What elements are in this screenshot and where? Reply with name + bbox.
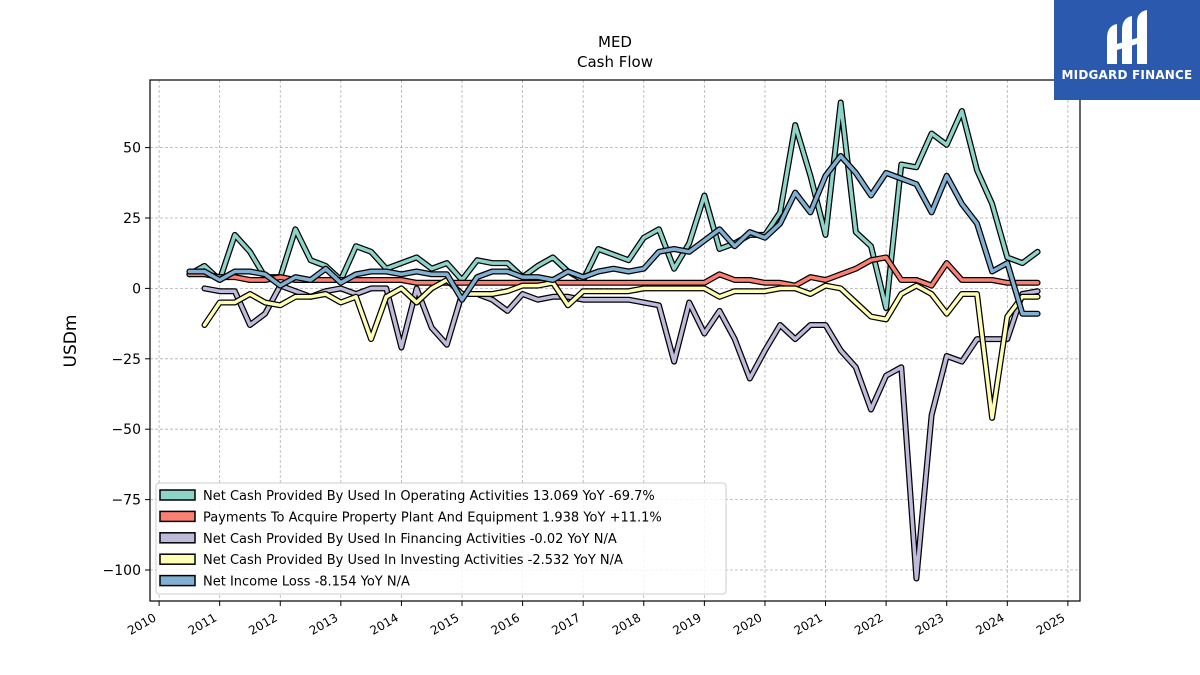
y-tick-label: −50	[111, 422, 141, 438]
series-lines	[186, 99, 1041, 582]
y-tick-label: 25	[123, 211, 141, 227]
legend-swatch	[159, 574, 196, 587]
brand-logo-icon	[1107, 10, 1147, 64]
y-tick-label: 50	[123, 141, 141, 157]
legend-swatch	[159, 532, 196, 544]
x-tick-label: 2019	[670, 610, 703, 637]
y-tick-label: −25	[111, 352, 141, 368]
legend-entry: Net Cash Provided By Used In Operating A…	[203, 489, 655, 504]
x-tick-label: 2023	[913, 610, 946, 637]
x-tick-label: 2021	[792, 610, 825, 637]
y-axis-ticks: 50 25 0 −25 −50 −75 −100	[103, 141, 150, 579]
series-line-1	[187, 255, 1040, 288]
plot-frame	[149, 79, 1081, 602]
legend-box	[155, 482, 727, 595]
y-axis-label: USDm	[61, 315, 81, 368]
chart-subtitle: Cash Flow	[577, 53, 653, 71]
series-line-3	[202, 278, 1040, 420]
x-tick-label: 2015	[428, 610, 461, 637]
legend: Net Cash Provided By Used In Operating A…	[155, 482, 727, 595]
series-line-4	[187, 154, 1040, 316]
x-tick-label: 2018	[610, 610, 643, 637]
y-tick-label: −75	[111, 493, 141, 509]
x-axis-ticks: 2010 2011 2012 2013 2014 2015 2016 2017 2018 2019…	[125, 601, 1069, 638]
chart-title: MED	[598, 33, 632, 51]
x-tick-label: 2016	[489, 610, 522, 637]
x-tick-label: 2013	[307, 610, 340, 637]
x-tick-label: 2024	[973, 610, 1006, 637]
series-line-2	[202, 283, 1040, 581]
x-tick-label: 2014	[367, 610, 400, 637]
x-tick-label: 2012	[246, 610, 279, 637]
x-tick-label: 2020	[731, 610, 764, 637]
y-tick-label: −100	[103, 563, 141, 579]
legend-entry: Net Cash Provided By Used In Investing A…	[203, 553, 623, 568]
legend-swatch	[159, 510, 196, 523]
legend-entry: Payments To Acquire Property Plant And E…	[203, 510, 662, 525]
y-tick-label: 0	[132, 281, 141, 297]
legend-entry: Net Cash Provided By Used In Financing A…	[203, 532, 617, 547]
x-tick-label: 2010	[125, 610, 158, 637]
legend-swatch	[159, 489, 196, 501]
x-tick-label: 2017	[549, 610, 582, 637]
legend-entry: Net Income Loss -8.154 YoY N/A	[203, 575, 410, 590]
x-tick-label: 2011	[186, 610, 219, 637]
brand-name: MIDGARD FINANCE	[1061, 68, 1193, 82]
x-tick-label: 2025	[1034, 610, 1067, 637]
brand-logo: MIDGARD FINANCE	[1054, 0, 1200, 100]
x-tick-label: 2022	[852, 610, 885, 637]
legend-swatch	[159, 553, 196, 565]
